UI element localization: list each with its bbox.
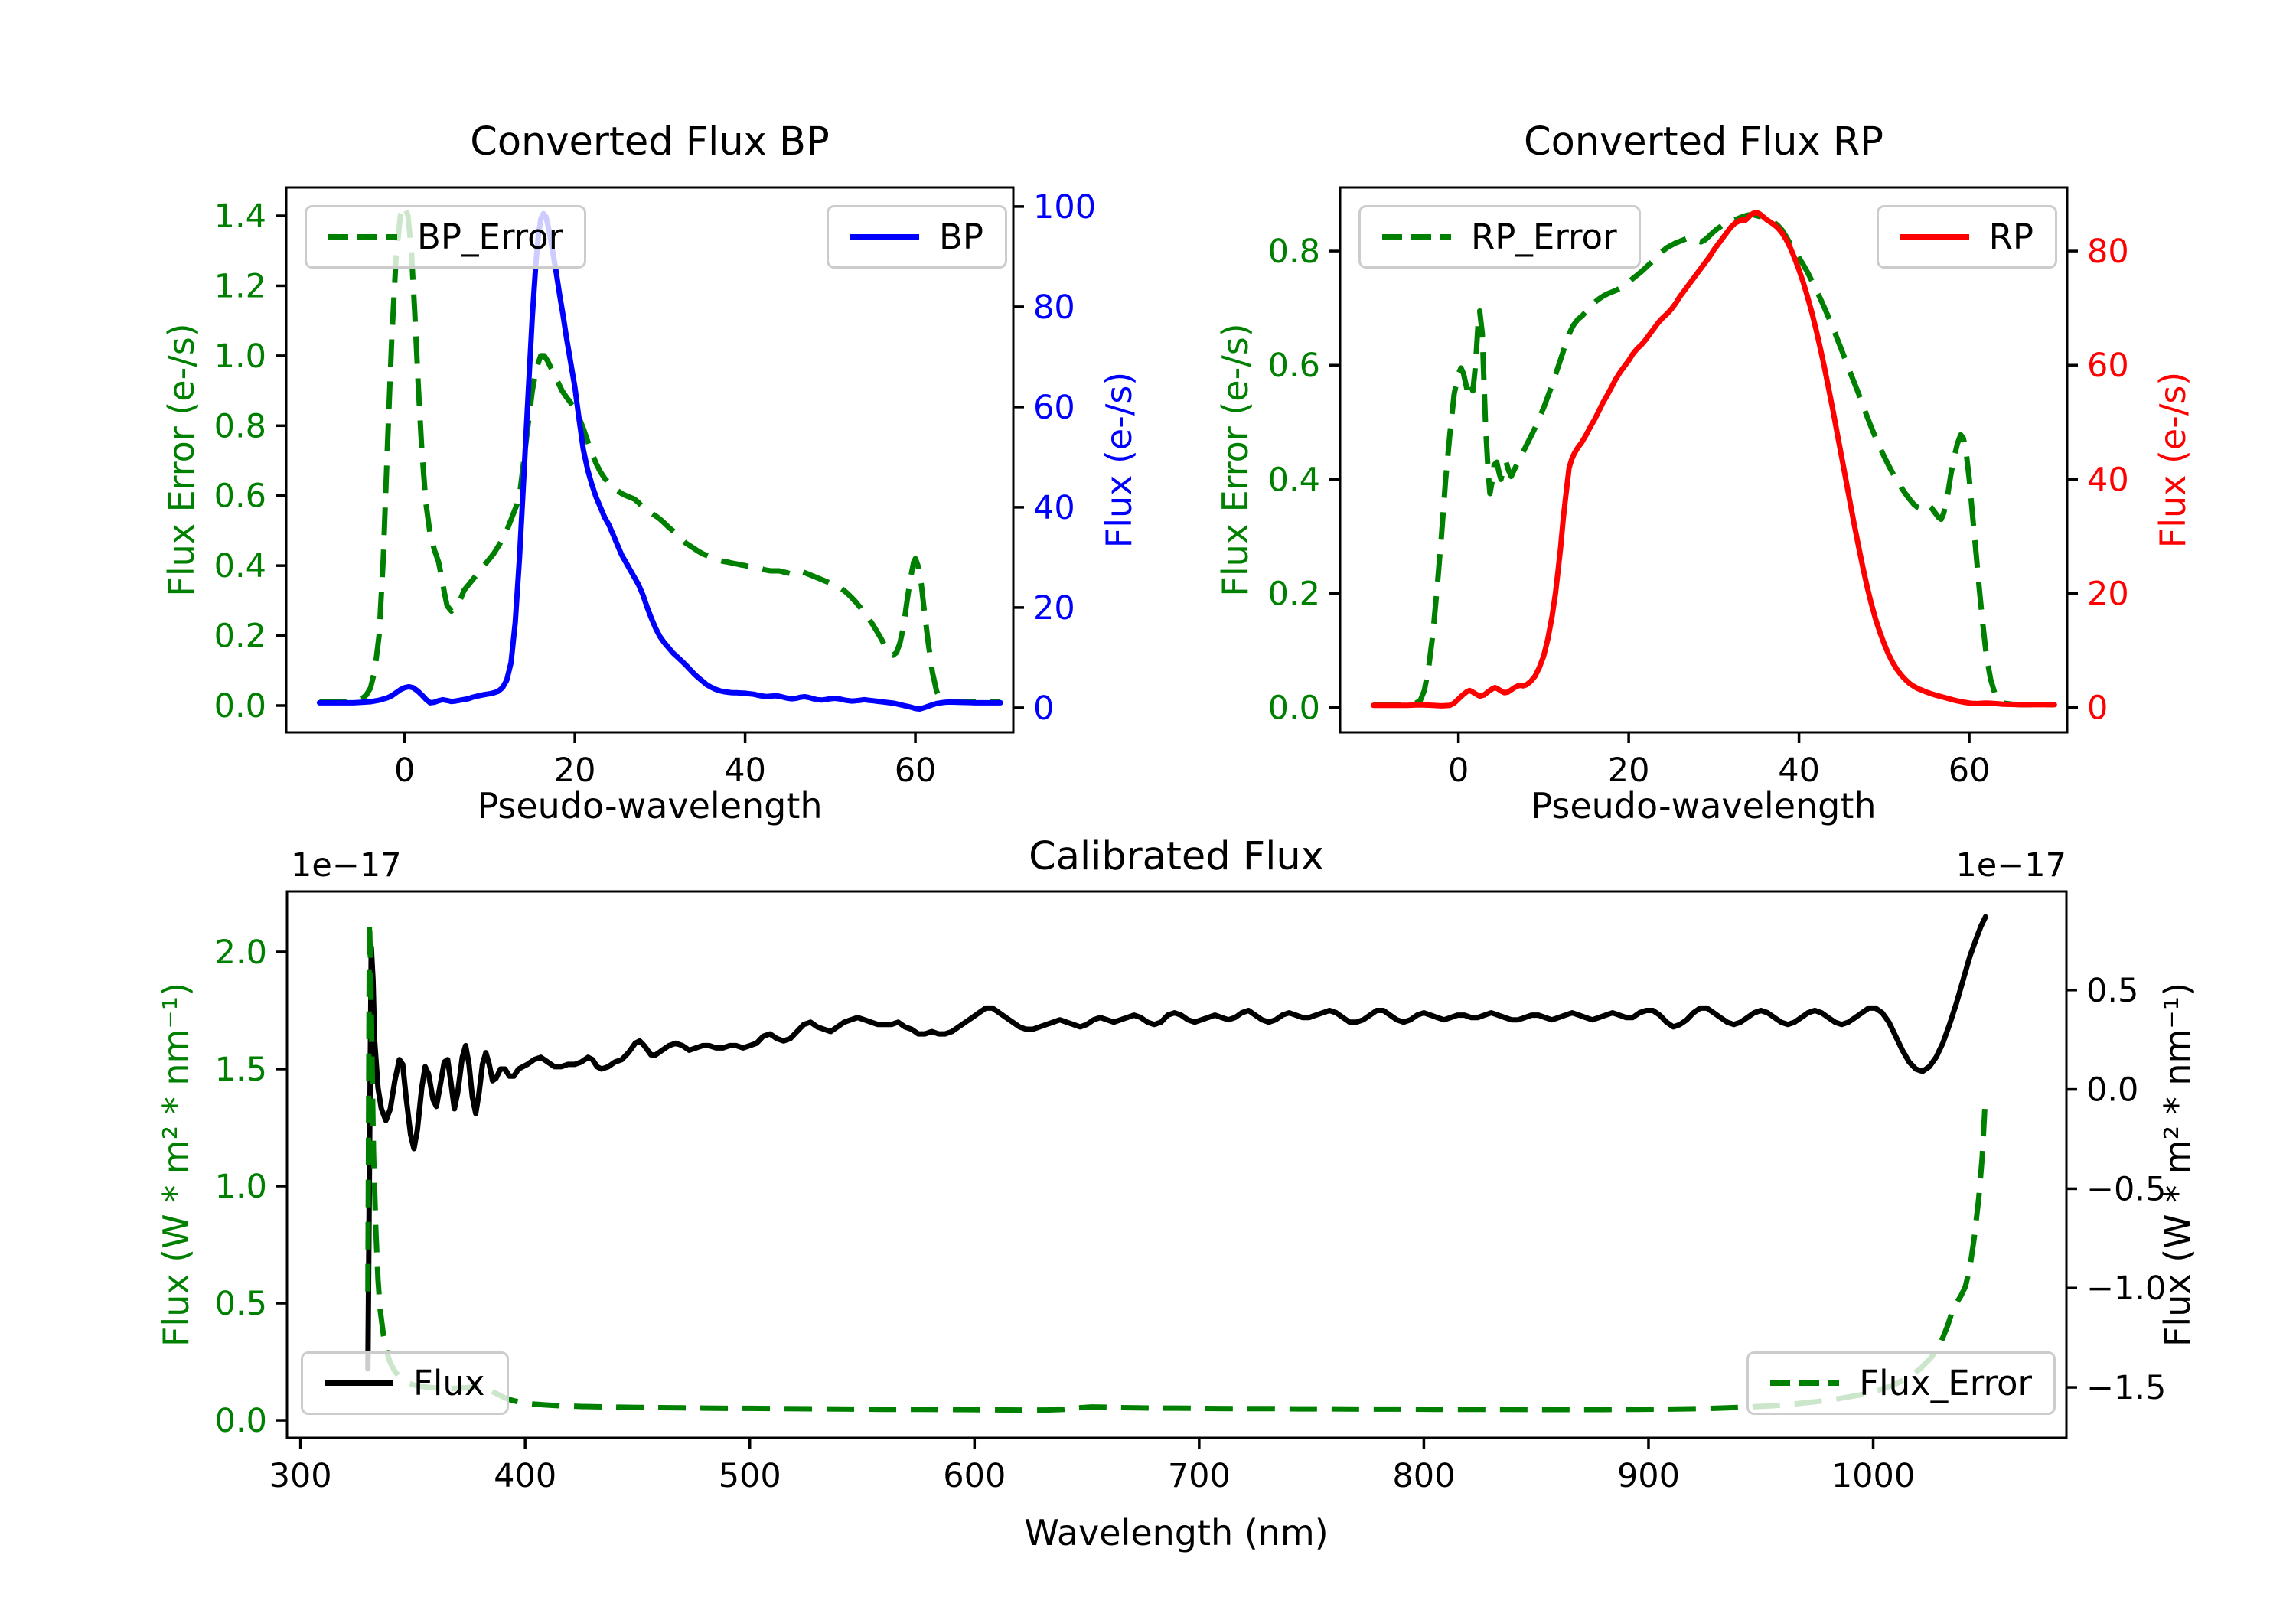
bp-legend-label: BP [938, 217, 983, 257]
svg-text:600: 600 [943, 1457, 1006, 1495]
rp-legend-label: RP [1988, 217, 2033, 257]
svg-text:60: 60 [895, 751, 937, 790]
svg-text:400: 400 [494, 1457, 556, 1495]
svg-text:40: 40 [2087, 461, 2129, 499]
svg-text:1.0: 1.0 [215, 1168, 267, 1206]
rp-xaxis-label: Pseudo-wavelength [1531, 785, 1877, 826]
rp-plot-area: 0 20 40 60 0.0 0.2 0.4 0.6 0.8 0 20 40 60 80 [1268, 186, 2129, 790]
svg-text:−1.0: −1.0 [2086, 1270, 2166, 1308]
svg-text:20: 20 [1608, 751, 1650, 790]
bp-legend-line-icon [850, 234, 919, 240]
rp-error-legend-line-icon [1382, 234, 1451, 240]
svg-text:1.2: 1.2 [214, 267, 266, 305]
calibrated-xaxis-label: Wavelength (nm) [1024, 1512, 1329, 1553]
svg-text:40: 40 [1033, 489, 1075, 527]
calibrated-right-offset-text: 1e−17 [1955, 846, 2066, 885]
svg-text:100: 100 [1033, 188, 1096, 227]
svg-text:0: 0 [1033, 689, 1054, 728]
rp-yaxis-left-label: Flux Error (e-/s) [1215, 323, 1256, 597]
svg-text:40: 40 [1778, 751, 1820, 790]
svg-text:80: 80 [2087, 233, 2129, 271]
svg-text:0.0: 0.0 [215, 1402, 267, 1440]
svg-text:0: 0 [1448, 751, 1469, 790]
flux-error-legend-line-icon [1770, 1380, 1840, 1386]
rp-legend: RP [1876, 205, 2057, 269]
svg-text:−1.5: −1.5 [2086, 1369, 2166, 1407]
rp-legend-line-icon [1900, 234, 1969, 240]
svg-text:20: 20 [554, 751, 596, 790]
svg-text:0.0: 0.0 [214, 687, 266, 725]
svg-text:0.0: 0.0 [1268, 689, 1320, 728]
svg-text:700: 700 [1168, 1457, 1231, 1495]
svg-text:60: 60 [1949, 751, 1991, 790]
bp-xaxis-label: Pseudo-wavelength [477, 785, 823, 826]
rp-title: Converted Flux RP [1523, 119, 1884, 165]
svg-text:20: 20 [1033, 589, 1075, 627]
svg-text:0.0: 0.0 [2086, 1071, 2138, 1110]
bp-legend: BP [826, 205, 1007, 269]
svg-text:500: 500 [719, 1457, 781, 1495]
svg-text:40: 40 [724, 751, 766, 790]
flux-error-legend: Flux_Error [1746, 1351, 2056, 1415]
calibrated-yaxis-right-label: Flux (W * m² * nm⁻¹) [2157, 982, 2198, 1348]
rp-error-legend: RP_Error [1358, 205, 1641, 269]
svg-text:60: 60 [2087, 347, 2129, 385]
svg-text:0.5: 0.5 [2086, 972, 2138, 1010]
bp-yaxis-right-label: Flux (e-/s) [1098, 371, 1140, 549]
svg-text:900: 900 [1617, 1457, 1680, 1495]
bp-plot-area: 0 20 40 60 0.0 0.2 0.4 0.6 0.8 1.0 1.2 1.4 0 20 40 60 80… [214, 186, 1096, 790]
svg-text:0.2: 0.2 [1268, 575, 1320, 613]
flux-legend-line-icon [325, 1380, 393, 1386]
svg-text:−0.5: −0.5 [2086, 1170, 2166, 1208]
svg-text:0.6: 0.6 [1268, 347, 1320, 385]
svg-text:2.0: 2.0 [215, 934, 267, 972]
svg-text:0.8: 0.8 [214, 407, 266, 445]
svg-text:800: 800 [1392, 1457, 1455, 1495]
bp-error-legend: BP_Error [305, 205, 587, 269]
svg-text:0: 0 [2087, 689, 2108, 728]
svg-text:0.4: 0.4 [1268, 461, 1320, 499]
flux-legend: Flux [301, 1351, 509, 1415]
calibrated-title: Calibrated Flux [1029, 834, 1324, 879]
calibrated-yaxis-left-label: Flux (W * m² * nm⁻¹) [155, 982, 197, 1348]
flux-legend-label: Flux [413, 1363, 485, 1403]
svg-text:0.4: 0.4 [214, 547, 266, 585]
bp-yaxis-left-label: Flux Error (e-/s) [161, 323, 202, 597]
rp-error-legend-label: RP_Error [1471, 217, 1617, 257]
svg-text:1.4: 1.4 [214, 197, 266, 236]
svg-text:60: 60 [1033, 389, 1075, 427]
svg-text:0.6: 0.6 [214, 478, 266, 516]
svg-text:20: 20 [2087, 575, 2129, 613]
svg-text:1.0: 1.0 [214, 337, 266, 376]
svg-text:0.8: 0.8 [1268, 233, 1320, 271]
bp-title: Converted Flux BP [470, 119, 830, 165]
bp-error-legend-line-icon [328, 234, 397, 240]
svg-text:0.2: 0.2 [214, 618, 266, 656]
svg-text:1.5: 1.5 [215, 1051, 267, 1089]
calibrated-plot-area: 300 400 500 600 700 800 900 1000 0.0 0.5 1.0 1.5 2.0… [215, 890, 2166, 1495]
svg-text:0.5: 0.5 [215, 1285, 267, 1323]
svg-text:0: 0 [394, 751, 415, 790]
bp-error-legend-label: BP_Error [417, 217, 563, 257]
calibrated-left-offset-text: 1e−17 [291, 846, 402, 885]
svg-text:300: 300 [269, 1457, 332, 1495]
flux-error-legend-label: Flux_Error [1859, 1363, 2032, 1403]
svg-text:1000: 1000 [1831, 1457, 1915, 1495]
svg-text:80: 80 [1033, 288, 1075, 327]
rp-yaxis-right-label: Flux (e-/s) [2152, 371, 2193, 549]
